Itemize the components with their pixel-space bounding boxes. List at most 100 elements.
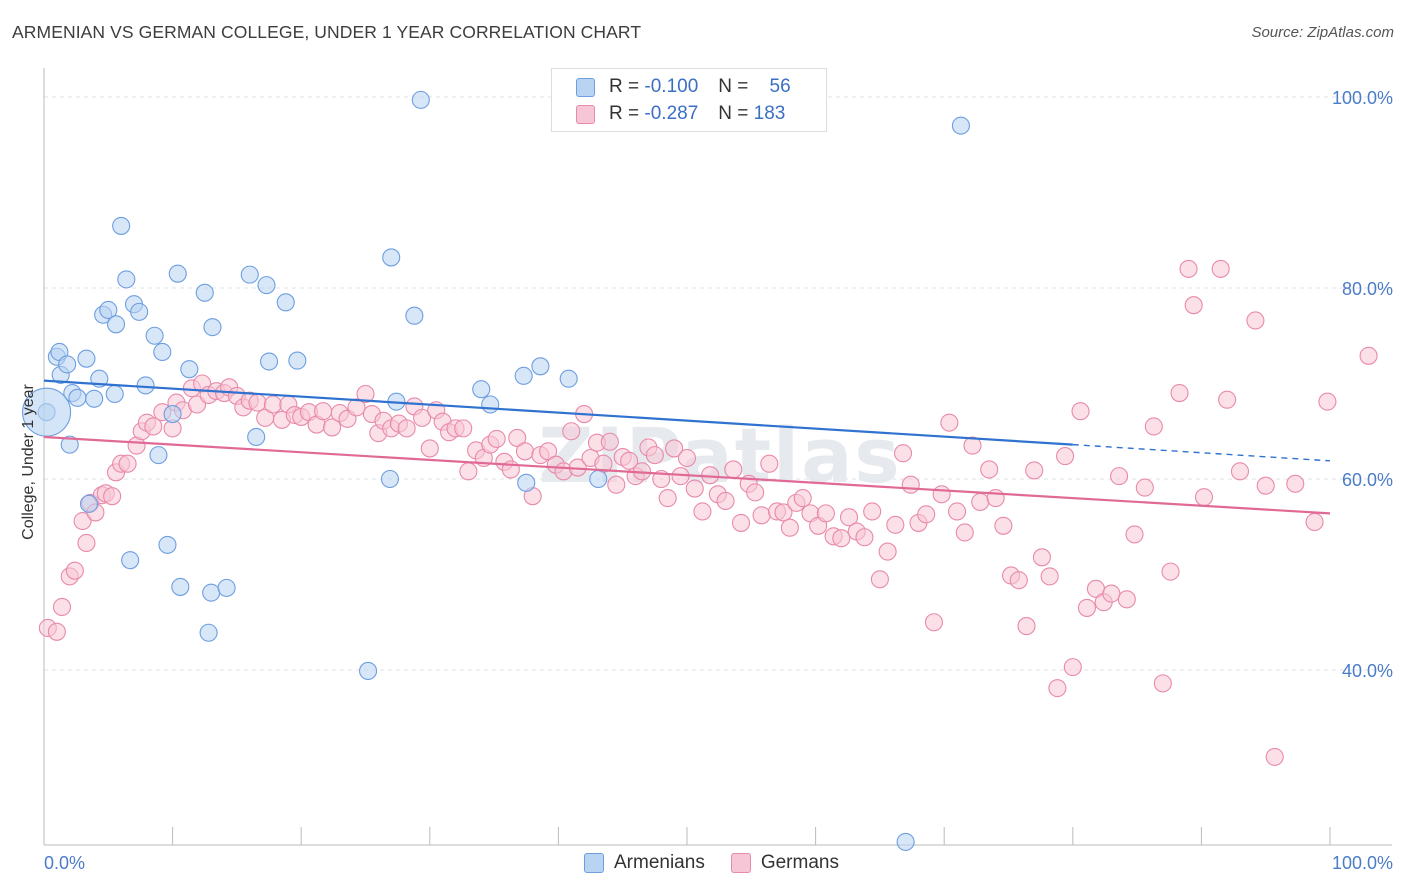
- armenian-trendline-extension: [1072, 443, 1331, 462]
- german-point: [1246, 311, 1265, 330]
- german-point: [746, 483, 765, 502]
- german-point: [1161, 562, 1180, 581]
- german-point: [1048, 679, 1067, 698]
- series-legend: Armenians Germans: [584, 852, 865, 874]
- y-tick-label: 80.0%: [1342, 279, 1393, 299]
- armenians-n-value: 56: [769, 76, 791, 97]
- german-point: [144, 417, 163, 436]
- armenian-point: [195, 283, 214, 302]
- german-point: [1077, 598, 1096, 617]
- german-point: [940, 413, 959, 432]
- legend-item-germans[interactable]: Germans: [730, 852, 839, 874]
- armenian-point: [276, 293, 295, 312]
- armenian-point: [359, 661, 378, 681]
- armenian-point: [288, 351, 307, 370]
- german-point: [1144, 417, 1163, 436]
- german-point: [1211, 259, 1230, 278]
- armenian-point: [99, 300, 118, 320]
- germans-swatch: [576, 104, 595, 124]
- armenians-swatch: [576, 77, 595, 97]
- german-point: [1009, 571, 1028, 590]
- german-point: [600, 432, 619, 451]
- armenian-point: [951, 116, 970, 135]
- armenian-point: [130, 302, 149, 321]
- german-point: [863, 502, 882, 521]
- german-point: [1305, 512, 1324, 532]
- armenian-point: [247, 427, 266, 447]
- german-point: [893, 444, 913, 463]
- armenian-point: [531, 357, 550, 376]
- chart-title: ARMENIAN VS GERMAN COLLEGE, UNDER 1 YEAR…: [12, 22, 642, 42]
- german-point: [1256, 476, 1275, 495]
- y-tick-label: 100.0%: [1332, 88, 1393, 108]
- german-point: [1318, 392, 1337, 411]
- axes: [43, 68, 1392, 846]
- armenian-point: [199, 623, 218, 642]
- armenians-n-label: N =: [718, 76, 749, 97]
- german-point: [397, 419, 416, 438]
- german-point: [1184, 296, 1203, 315]
- armenian-point: [240, 265, 259, 284]
- armenians-r-value: -0.100: [644, 76, 699, 97]
- german-point: [515, 442, 535, 461]
- german-point: [1117, 590, 1136, 609]
- x-tick-label-min: 0.0%: [44, 853, 85, 873]
- german-point: [607, 475, 626, 494]
- german-point: [980, 460, 999, 479]
- armenian-point: [382, 248, 401, 267]
- german-point: [1170, 383, 1189, 403]
- german-point: [459, 462, 478, 481]
- german-point: [1359, 346, 1378, 365]
- armenian-point: [517, 473, 536, 492]
- y-axis-label: College, Under 1 year: [20, 384, 37, 540]
- german-point: [932, 485, 951, 504]
- german-point: [1218, 390, 1237, 409]
- german-point: [539, 442, 558, 461]
- german-point: [248, 393, 267, 412]
- armenian-trendline: [43, 379, 1073, 446]
- y-tick-label: 40.0%: [1342, 661, 1393, 681]
- german-point: [118, 454, 137, 473]
- german-point: [1071, 402, 1090, 421]
- armenian-point: [589, 469, 608, 489]
- german-point: [263, 395, 282, 414]
- german-point: [47, 622, 66, 641]
- german-point: [1265, 747, 1284, 766]
- german-point: [620, 451, 639, 470]
- german-point: [752, 506, 771, 525]
- armenian-point: [158, 535, 177, 554]
- germans-n-label: N =: [718, 103, 749, 124]
- german-point: [1040, 567, 1059, 586]
- german-point: [413, 408, 432, 427]
- armenian-point: [168, 264, 187, 283]
- german-point: [793, 489, 812, 508]
- germans-r-label: R =: [609, 103, 640, 124]
- armenian-point: [380, 469, 399, 489]
- german-point: [420, 439, 439, 458]
- german-point: [994, 516, 1013, 535]
- german-point: [1056, 447, 1075, 466]
- german-point: [878, 542, 897, 561]
- armenian-point: [481, 395, 500, 414]
- german-point: [508, 428, 527, 447]
- german-point: [870, 570, 889, 589]
- armenian-point: [559, 369, 578, 388]
- legend-row-germans: R = -0.287 N = 183: [576, 102, 785, 126]
- german-point: [1110, 467, 1129, 486]
- armenian-point: [180, 360, 199, 379]
- armenian-point: [85, 389, 104, 408]
- armenian-point: [472, 380, 491, 399]
- armenian-point: [896, 832, 915, 851]
- german-point: [839, 508, 859, 527]
- german-point: [774, 503, 793, 522]
- gridlines: [44, 96, 1392, 671]
- legend-item-armenians[interactable]: Armenians: [584, 852, 705, 874]
- armenian-point: [112, 216, 131, 235]
- german-points: [38, 259, 1378, 766]
- armenian-point: [202, 583, 221, 602]
- armenian-point: [171, 577, 190, 596]
- source-label: Source: ZipAtlas.com: [1251, 24, 1394, 41]
- german-point: [685, 479, 704, 498]
- german-point: [1025, 461, 1044, 480]
